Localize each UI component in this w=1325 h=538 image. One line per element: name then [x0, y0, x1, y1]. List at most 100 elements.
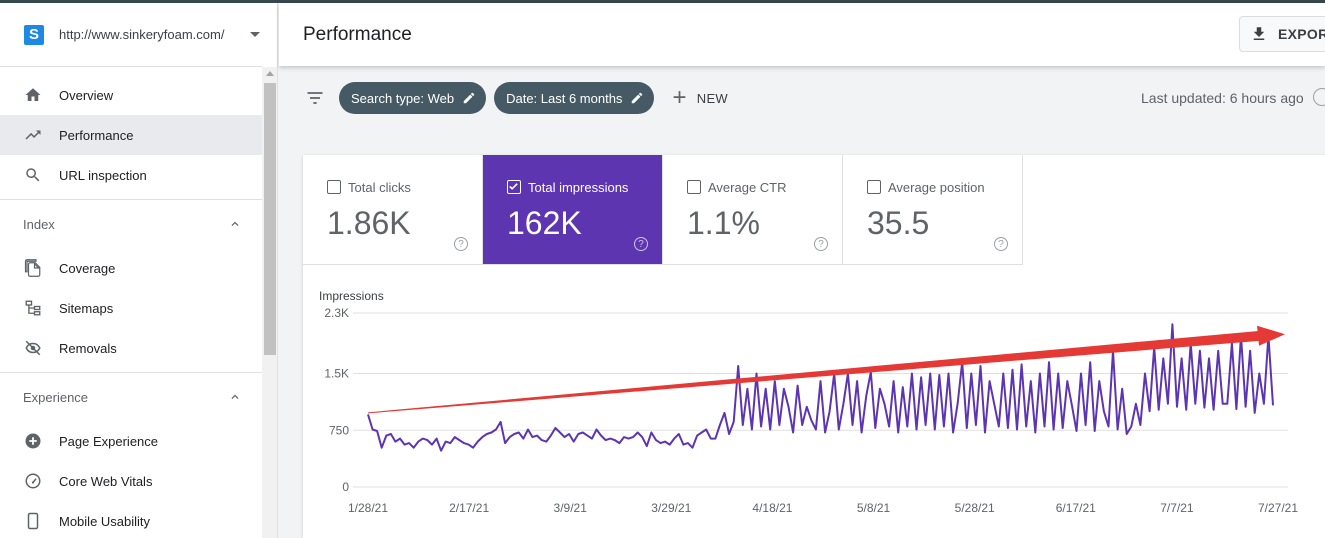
filter-chip-date[interactable]: Date: Last 6 months — [494, 82, 655, 114]
metric-value: 162K — [507, 205, 582, 241]
sidebar-item-label: Overview — [59, 87, 114, 103]
metric-value: 1.1% — [687, 205, 760, 241]
y-tick-label: 2.3K — [324, 306, 349, 320]
x-tick-label: 7/27/21 — [1258, 501, 1298, 515]
check-icon — [509, 183, 518, 190]
help-icon[interactable]: ? — [814, 237, 828, 251]
sidebar-item-label: Core Web Vitals — [59, 473, 153, 489]
trending-up-icon — [24, 126, 42, 144]
trend-arrow-shaft — [368, 330, 1261, 414]
x-tick-label: 5/28/21 — [955, 501, 995, 515]
checkbox[interactable] — [867, 180, 881, 194]
property-url: http://www.sinkeryfoam.com/ — [59, 27, 225, 42]
y-tick-label: 750 — [329, 423, 349, 437]
chip-label: Date: Last 6 months — [506, 90, 623, 106]
sidebar-item-label: Page Experience — [59, 433, 159, 449]
checkbox[interactable] — [507, 180, 521, 194]
metric-average-ctr[interactable]: Average CTR 1.1% ? — [663, 155, 843, 265]
home-icon — [24, 86, 42, 104]
chip-label: Search type: Web — [351, 90, 455, 106]
sidebar-item-mobile-usability[interactable]: Mobile Usability — [0, 501, 262, 538]
filter-icon[interactable] — [305, 88, 325, 108]
plus-icon: + — [672, 84, 687, 111]
section-experience-header[interactable]: Experience — [0, 373, 262, 421]
y-tick-label: 0 — [342, 480, 349, 494]
search-icon — [24, 166, 42, 184]
x-tick-label: 2/17/21 — [449, 501, 489, 515]
property-selector[interactable]: S http://www.sinkeryfoam.com/ — [0, 3, 262, 67]
sidebar-item-performance[interactable]: Performance — [0, 115, 262, 155]
sidebar: S http://www.sinkeryfoam.com/ Overview P… — [0, 3, 278, 538]
sidebar-item-label: Performance — [59, 127, 134, 143]
new-filter-button[interactable]: + NEW — [672, 84, 728, 111]
divider — [0, 199, 262, 200]
x-tick-label: 1/28/21 — [348, 501, 388, 515]
metric-label: Total impressions — [528, 180, 629, 195]
sitemap-icon — [24, 299, 42, 317]
sidebar-item-removals[interactable]: Removals — [0, 328, 262, 368]
metric-label: Average position — [888, 180, 985, 195]
help-icon[interactable]: ? — [454, 237, 468, 251]
metric-total-clicks[interactable]: Total clicks 1.86K ? — [303, 155, 483, 265]
checkbox[interactable] — [687, 180, 701, 194]
plus-circle-icon — [24, 432, 42, 450]
trend-arrow-head — [1257, 325, 1285, 346]
new-label: NEW — [696, 90, 728, 106]
top-accent-line — [0, 0, 1325, 3]
edit-icon[interactable] — [630, 91, 644, 105]
page-title: Performance — [303, 23, 412, 45]
chevron-up-icon — [231, 394, 239, 399]
sidebar-item-url-inspection[interactable]: URL inspection — [0, 155, 262, 195]
filter-chip-search-type[interactable]: Search type: Web — [339, 82, 487, 114]
section-index-header[interactable]: Index — [0, 200, 262, 248]
x-tick-label: 4/18/21 — [752, 501, 792, 515]
metric-value: 35.5 — [867, 205, 930, 241]
checkbox[interactable] — [327, 180, 341, 194]
sidebar-item-core-web-vitals[interactable]: Core Web Vitals — [0, 461, 262, 501]
impressions-chart[interactable]: Impressions 2.3K 1.5K 750 0 1/28/21 2/17/21 3/9… — [303, 265, 1325, 538]
sidebar-scrollbar[interactable] — [262, 67, 277, 538]
series-line-impressions — [367, 323, 1274, 452]
help-icon[interactable]: ? — [634, 237, 648, 251]
metric-label: Total clicks — [348, 180, 411, 195]
metric-total-impressions[interactable]: Total impressions 162K ? — [483, 155, 663, 265]
x-tick-label: 5/8/21 — [857, 501, 891, 515]
last-updated-text: Last updated: 6 hours ago — [1141, 90, 1304, 106]
chevron-up-icon — [231, 221, 239, 226]
sidebar-item-label: Mobile Usability — [59, 513, 151, 529]
scrollbar-thumb[interactable] — [264, 83, 276, 355]
file-copy-icon — [24, 259, 42, 277]
help-icon[interactable] — [1313, 88, 1325, 106]
chevron-down-icon[interactable] — [250, 32, 261, 37]
export-button[interactable]: EXPORT — [1239, 16, 1325, 52]
help-icon[interactable]: ? — [994, 237, 1008, 251]
metric-label: Average CTR — [708, 180, 787, 195]
divider — [0, 372, 262, 373]
y-axis-label: Impressions — [319, 289, 384, 303]
metric-average-position[interactable]: Average position 35.5 ? — [843, 155, 1023, 265]
nav-main: Overview Performance URL inspection Inde… — [0, 67, 262, 538]
sidebar-item-coverage[interactable]: Coverage — [0, 248, 262, 288]
section-title: Index — [23, 216, 55, 232]
download-icon — [1253, 27, 1265, 40]
performance-card: Total clicks 1.86K ? Total impressions 1… — [303, 155, 1325, 538]
sidebar-item-label: URL inspection — [59, 167, 147, 183]
section-title: Experience — [23, 389, 89, 405]
edit-icon[interactable] — [462, 91, 476, 105]
sidebar-item-overview[interactable]: Overview — [0, 75, 262, 115]
metric-value: 1.86K — [327, 205, 411, 241]
x-tick-label: 6/17/21 — [1056, 501, 1096, 515]
filter-bar: Search type: Web Date: Last 6 months + N… — [279, 66, 1325, 130]
sidebar-item-label: Coverage — [59, 260, 116, 276]
sidebar-item-page-experience[interactable]: Page Experience — [0, 421, 262, 461]
x-tick-label: 7/7/21 — [1160, 501, 1194, 515]
x-tick-label: 3/29/21 — [651, 501, 691, 515]
gauge-icon — [24, 472, 42, 490]
property-logo: S — [24, 24, 44, 45]
scroll-up-arrow-icon[interactable] — [266, 71, 274, 76]
sidebar-item-sitemaps[interactable]: Sitemaps — [0, 288, 262, 328]
eye-off-icon — [24, 339, 42, 357]
sidebar-item-label: Sitemaps — [59, 300, 114, 316]
x-tick-label: 3/9/21 — [554, 501, 588, 515]
phone-icon — [24, 512, 42, 530]
